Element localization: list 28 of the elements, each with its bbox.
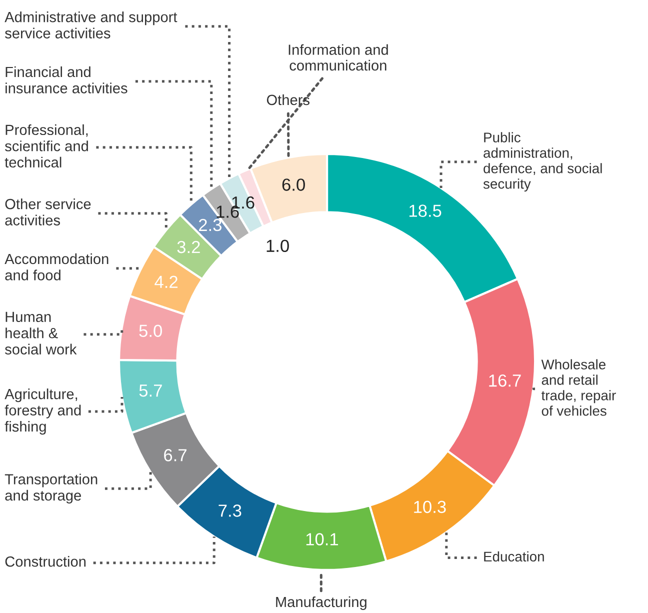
slice-label: Information and communication	[288, 44, 388, 71]
slice-label: Transportation and storage	[4, 474, 98, 504]
slice-label: Wholesale and retail trade, repair of vehicles	[541, 359, 616, 416]
data-label: 3.2	[177, 240, 200, 254]
data-label: 7.3	[218, 504, 242, 517]
slice-label: Manufacturing	[276, 596, 366, 610]
data-label: 6.7	[164, 449, 186, 462]
data-label: 6.0	[282, 178, 305, 191]
slice-label: Construction	[5, 556, 86, 567]
slice-label: Financial and insurance activities	[6, 66, 128, 94]
data-label: 16.7	[489, 374, 521, 387]
slice-label: Others	[266, 94, 310, 106]
slice-label: Human health & social work	[5, 312, 77, 355]
data-label: 5.0	[139, 324, 162, 338]
slice-label: Public administration, defence, and social security	[483, 132, 602, 192]
data-label: 4.2	[154, 276, 178, 288]
data-label: 5.7	[139, 384, 162, 397]
data-label: 1.0	[266, 240, 289, 252]
slice-label: Agriculture, forestry and fishing	[4, 388, 81, 435]
data-label: 10.1	[306, 533, 338, 546]
slice-label: Accommodation and food	[4, 253, 108, 280]
slice-label: Education	[484, 551, 544, 562]
data-label: 10.3	[414, 500, 446, 514]
slice-label: Professional, scientific and technical	[4, 124, 88, 168]
slice-label: Administrative and support service activities	[4, 12, 178, 38]
data-label: 18.5	[409, 204, 442, 217]
data-label: 2.3	[198, 218, 222, 232]
slice-label: Other service activities	[5, 198, 91, 226]
